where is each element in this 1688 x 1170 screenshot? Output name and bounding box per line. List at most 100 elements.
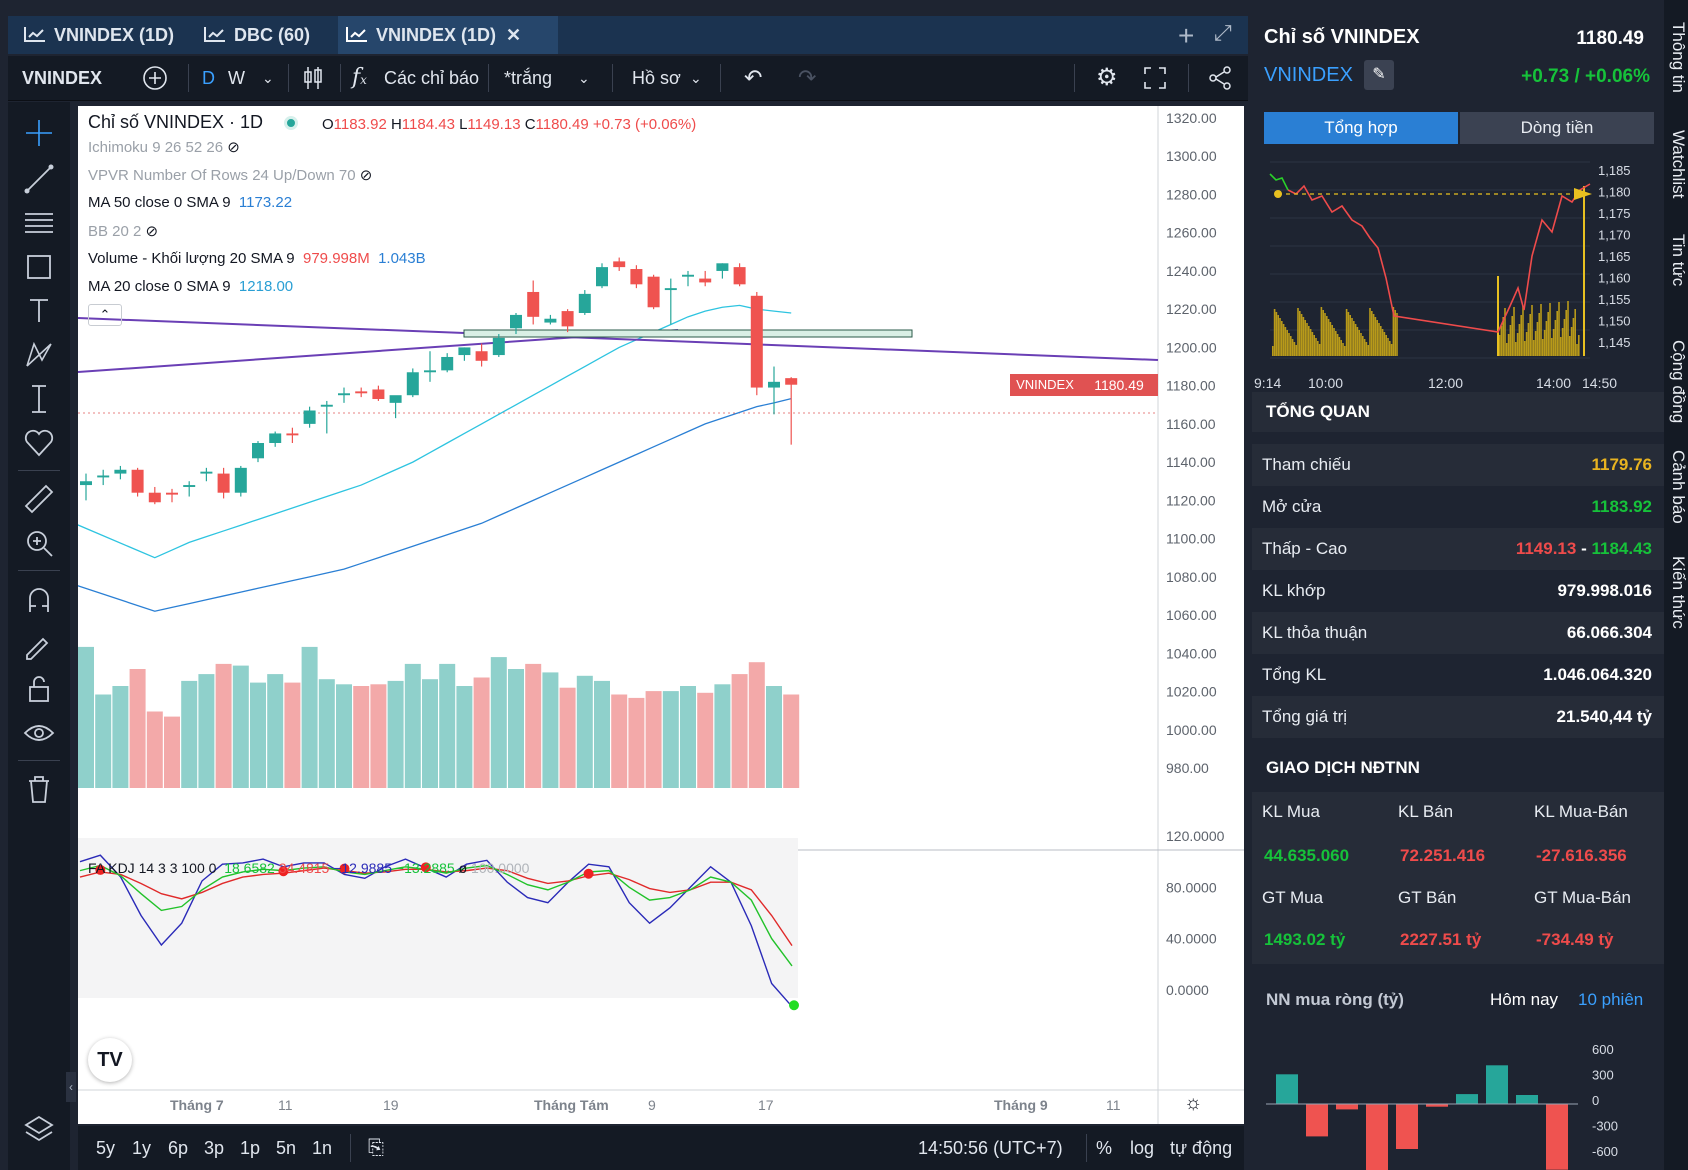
mini-yaxis-label: 1,160: [1598, 271, 1631, 286]
netbuy-bar: [1486, 1065, 1508, 1104]
tab-dong-tien[interactable]: Dòng tiền: [1460, 112, 1654, 144]
crosshair-icon[interactable]: [22, 116, 56, 150]
row-tham-chieu: Tham chiếu 1179.76: [1252, 444, 1664, 486]
eye-slash-icon[interactable]: ⊘: [359, 167, 373, 184]
template-chevron-down-icon[interactable]: ⌄: [578, 70, 590, 86]
auto-scale-toggle[interactable]: tự động: [1170, 1138, 1233, 1158]
candle-body: [458, 347, 471, 356]
range-6p[interactable]: 6p: [168, 1138, 189, 1158]
side-tab-kien-thuc[interactable]: Kiến thức: [1669, 556, 1688, 629]
range-1p[interactable]: 1p: [240, 1138, 261, 1158]
eye-slash-icon[interactable]: ⊘: [145, 223, 159, 240]
eye-icon[interactable]: [22, 716, 56, 750]
side-tab-thong-tin[interactable]: Thông tin: [1669, 22, 1688, 93]
profile-button[interactable]: Hồ sơ: [632, 68, 681, 88]
fullscreen-icon[interactable]: [1144, 56, 1166, 100]
side-tab-cong-dong[interactable]: Cộng đồng: [1669, 340, 1688, 424]
share-icon[interactable]: [1208, 56, 1232, 100]
volume-bar: [198, 674, 215, 788]
profile-chevron-down-icon[interactable]: ⌄: [690, 70, 702, 86]
close-icon[interactable]: ✕: [506, 25, 522, 45]
magnet-icon[interactable]: [22, 584, 56, 618]
date-range-calendar-icon[interactable]: ⎘: [368, 1137, 384, 1159]
pencil-lock-icon[interactable]: [22, 628, 56, 662]
tab-vnindex-1d[interactable]: VNINDEX (1D): [16, 16, 174, 54]
trend-line-icon[interactable]: [22, 162, 56, 196]
lock-icon[interactable]: [22, 672, 56, 706]
mini-volume-bar: [1315, 338, 1317, 356]
price-chart-svg[interactable]: 1320.00 1300.00 1280.00 1260.00 1240.00 1220.…: [78, 106, 1244, 1124]
volume-bar: [95, 694, 112, 788]
tab-dbc-60[interactable]: DBC (60): [196, 16, 310, 54]
text-icon[interactable]: [22, 294, 56, 328]
candle-type-icon[interactable]: [302, 56, 324, 100]
tab-tong-hop[interactable]: Tổng hợp: [1264, 112, 1458, 144]
range-1y[interactable]: 1y: [132, 1138, 152, 1158]
indicators-button[interactable]: Các chỉ báo: [384, 68, 480, 88]
measure-icon[interactable]: [22, 382, 56, 416]
tab-vnindex-1d-active[interactable]: VNINDEX (1D) ✕: [338, 16, 558, 54]
candle-body: [733, 267, 746, 285]
collapse-legend-button[interactable]: ⌃: [88, 304, 122, 326]
eye-slash-icon[interactable]: ⊘: [227, 139, 240, 156]
expand-icon[interactable]: ⤢: [1214, 20, 1232, 45]
kdj-axis-label: 120.0000: [1166, 828, 1225, 844]
range-5y[interactable]: 5y: [96, 1138, 116, 1158]
log-scale-toggle[interactable]: log: [1130, 1138, 1155, 1158]
price-axis-label: 1120.00: [1166, 492, 1216, 508]
redo-icon[interactable]: ↷: [798, 65, 817, 90]
mini-volume-bar: [1522, 306, 1524, 356]
collapse-left-icon[interactable]: ‹: [66, 1072, 76, 1102]
vpvr-legend: VPVR Number Of Rows 24 Up/Down 70 ⊘: [88, 167, 373, 184]
fib-lines-icon[interactable]: [22, 206, 56, 240]
symbol-search[interactable]: VNINDEX: [22, 68, 103, 88]
edit-pencil-icon[interactable]: ✎: [1364, 60, 1394, 90]
add-tab-icon[interactable]: +: [1178, 20, 1195, 51]
tradingview-logo-icon[interactable]: TV: [88, 1038, 132, 1082]
range-1n[interactable]: 1n: [312, 1138, 333, 1158]
range-3p[interactable]: 3p: [204, 1138, 225, 1158]
mini-volume-bar: [1506, 343, 1508, 356]
mini-volume-bar: [1394, 310, 1396, 356]
price-axis-label: 1100.00: [1166, 531, 1216, 547]
kdj-axis-label: 40.0000: [1166, 931, 1217, 947]
kdj-signal-dot: [278, 866, 289, 877]
range-5n[interactable]: 5n: [276, 1138, 297, 1158]
trash-icon[interactable]: [22, 772, 56, 806]
sun-theme-icon[interactable]: ☼: [1184, 1092, 1203, 1114]
netbuy-today-tab[interactable]: Hôm nay: [1490, 990, 1559, 1009]
pattern-icon[interactable]: [22, 338, 56, 372]
mini-volume-bar: [1293, 342, 1296, 356]
mini-price-line-up: [1269, 173, 1289, 191]
netbuy-10-sessions-tab[interactable]: 10 phiên: [1578, 990, 1644, 1009]
settings-gear-icon[interactable]: ⚙: [1096, 64, 1118, 91]
zoom-in-icon[interactable]: [22, 526, 56, 560]
function-icon[interactable]: fx: [352, 65, 367, 90]
undo-icon[interactable]: ↶: [744, 65, 763, 90]
interval-chevron-down-icon[interactable]: ⌄: [262, 70, 274, 86]
template-button[interactable]: *trắng: [504, 68, 553, 88]
mini-volume-bar: [1569, 336, 1571, 356]
interval-w-button[interactable]: W: [228, 68, 245, 88]
mini-volume-bar: [1353, 321, 1355, 356]
ma50-legend: MA 50 close 0 SMA 9 1173.22: [88, 194, 293, 211]
chart-canvas[interactable]: 1320.00 1300.00 1280.00 1260.00 1240.00 1220.…: [78, 106, 1244, 1124]
side-tab-tin-tuc[interactable]: Tin tức: [1669, 234, 1688, 287]
foreign-h5: GT Bán: [1398, 888, 1457, 907]
candle-body: [114, 469, 127, 474]
interval-d-button[interactable]: D: [202, 68, 215, 88]
side-tab-watchlist[interactable]: Watchlist: [1669, 130, 1688, 199]
mini-volume-bar: [1500, 326, 1503, 356]
chart-bottom-bar: 5y 1y 6p 3p 1p 5n 1n ⎘ 14:50:56 (UTC+7) …: [78, 1126, 1244, 1170]
ruler-icon[interactable]: [22, 482, 56, 516]
mini-volume-bar: [1376, 320, 1378, 356]
heart-icon[interactable]: [22, 426, 56, 460]
layers-icon[interactable]: [22, 1112, 56, 1146]
side-tab-canh-bao[interactable]: Cảnh báo: [1669, 450, 1688, 524]
rectangle-icon[interactable]: [22, 250, 56, 284]
percent-scale-toggle[interactable]: %: [1096, 1138, 1113, 1158]
mini-volume-bar: [1327, 319, 1330, 356]
candle-body: [664, 288, 677, 291]
compare-add-icon[interactable]: [142, 56, 168, 100]
ohlc-legend: O1183.92 H1184.43 L1149.13 C1180.49 +0.7…: [322, 116, 697, 133]
